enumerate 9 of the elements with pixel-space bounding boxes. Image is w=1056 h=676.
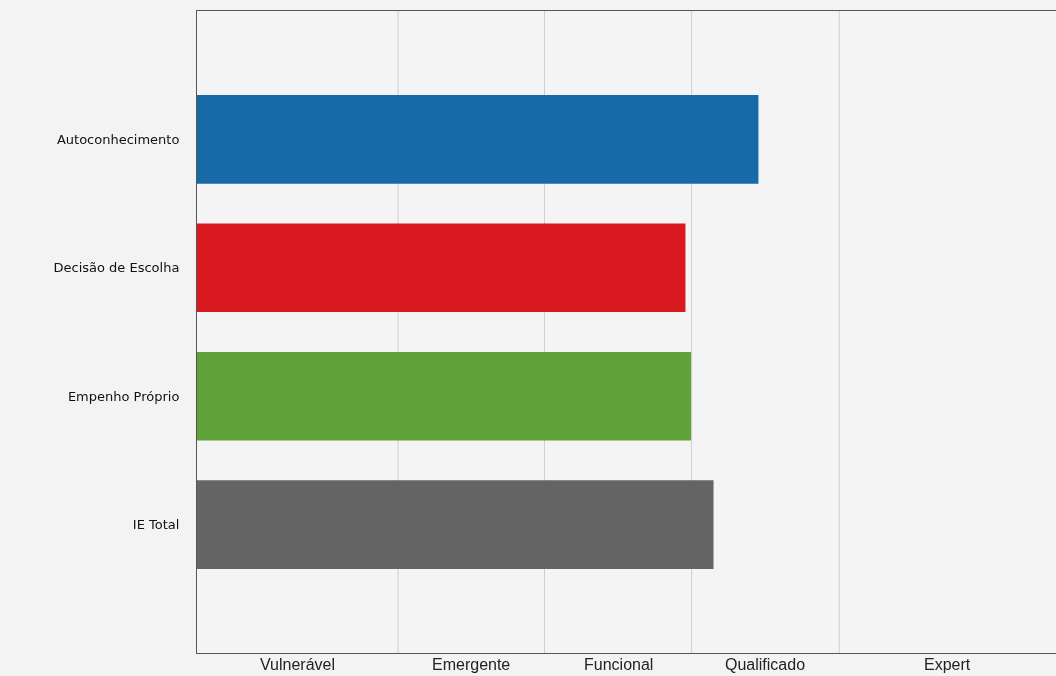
y-tick-label: IE Total <box>132 517 180 533</box>
text: Vulnerável <box>260 656 336 673</box>
text: Funcional <box>584 656 654 673</box>
y-tick-label: Decisão de Escolha <box>53 260 180 276</box>
text: Qualificado <box>725 656 806 673</box>
y-tick-label: Autoconhecimento <box>56 131 180 147</box>
text: Emergente <box>432 656 511 673</box>
text: Expert <box>924 656 971 673</box>
y-tick-label: Empenho Próprio <box>67 388 180 404</box>
